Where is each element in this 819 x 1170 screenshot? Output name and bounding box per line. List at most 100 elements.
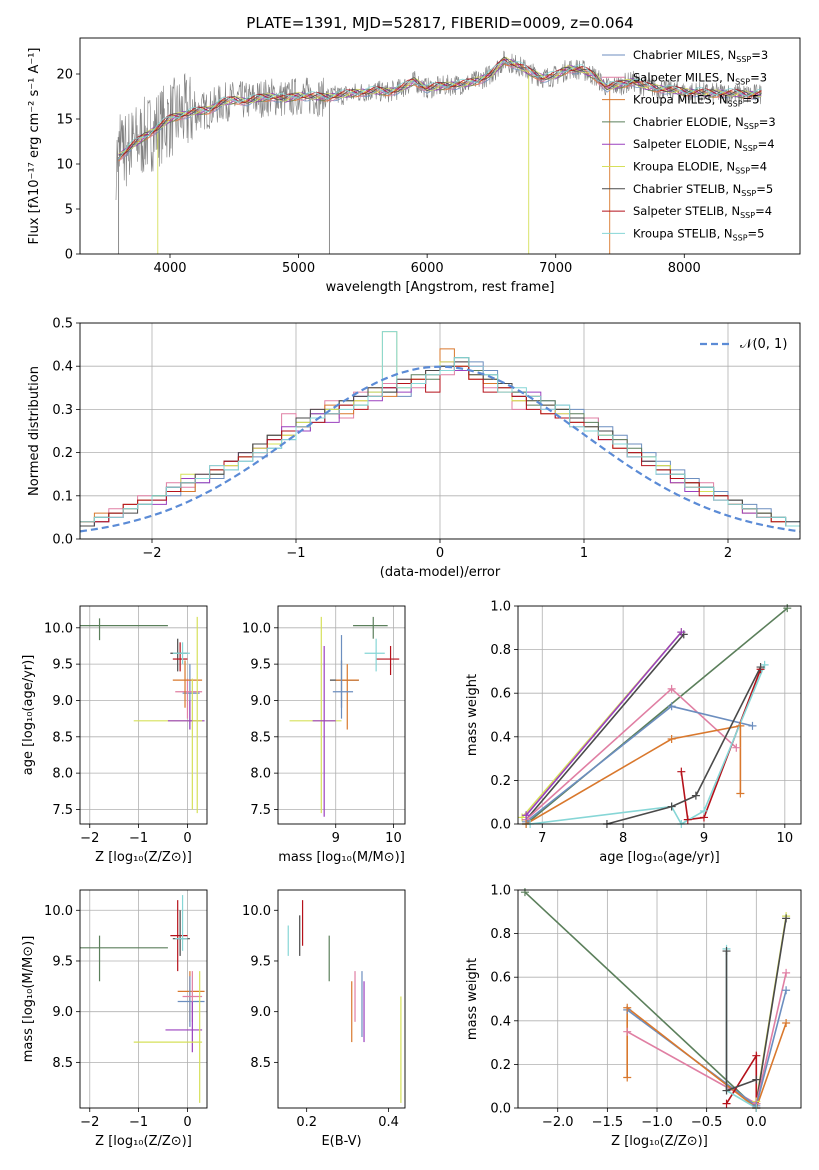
weight-point-marker bbox=[520, 888, 529, 897]
x-tick-label: 0.4 bbox=[378, 1115, 399, 1130]
y-tick-label: 8.0 bbox=[52, 767, 73, 782]
x-tick-label: −1 bbox=[286, 546, 305, 561]
weight-point-marker bbox=[722, 947, 731, 956]
legend-label: 𝒩(0, 1) bbox=[740, 337, 787, 352]
axes-frame bbox=[79, 322, 801, 540]
y-tick-label: 8.5 bbox=[250, 730, 271, 745]
plot-area-weight-vs-age bbox=[518, 606, 801, 824]
y-axis-label: Flux [fλ10⁻¹⁷ erg cm⁻² s⁻¹ A⁻¹] bbox=[27, 48, 42, 245]
weight-point-marker bbox=[756, 663, 765, 672]
x-tick-label: −1 bbox=[129, 1115, 148, 1130]
y-axis-label: mass weight bbox=[465, 958, 480, 1040]
x-tick-label: 7000 bbox=[539, 261, 572, 276]
panel-age-vs-z: −2 −1 0 7.5 8.0 8.5 9.0 9.5 10.0 Z [log₁₀(Z/Z⊙)] a… bbox=[21, 605, 208, 865]
x-tick-label: 0.0 bbox=[746, 1115, 767, 1130]
y-tick-label: 0.6 bbox=[490, 687, 511, 702]
weight-point-marker bbox=[736, 789, 745, 798]
legend-label: Kroupa ELODIE, NSSP=4 bbox=[633, 160, 767, 176]
weight-series-line bbox=[525, 724, 742, 824]
model-fit-line bbox=[118, 60, 762, 159]
weight-point-marker bbox=[722, 1086, 731, 1095]
plot-area-mass-vs-ebv bbox=[287, 900, 402, 1103]
y-tick-label: 9.0 bbox=[52, 1005, 73, 1020]
x-tick-label: 2 bbox=[724, 546, 732, 561]
weight-point-marker bbox=[699, 806, 708, 815]
legend-label: Chabrier ELODIE, NSSP=3 bbox=[633, 115, 776, 131]
legend-label: Chabrier MILES, NSSP=3 bbox=[633, 48, 768, 64]
axes-frame bbox=[79, 37, 801, 255]
panel-residuals: −2 −1 0 1 2 0.0 0.1 0.2 0.3 0.4 0.5 (data-model)/er… bbox=[27, 317, 801, 580]
x-tick-label: −0.5 bbox=[691, 1115, 723, 1130]
x-axis-label: age [log₁₀(age/yr)] bbox=[599, 850, 720, 865]
x-tick-label: 0 bbox=[183, 831, 191, 846]
y-tick-label: 0 bbox=[65, 248, 73, 263]
y-tick-label: 10.0 bbox=[44, 904, 73, 919]
weight-point-marker bbox=[522, 811, 531, 820]
legend-label: Kroupa STELIB, NSSP=5 bbox=[633, 226, 764, 242]
plot-area-age-vs-z bbox=[80, 606, 207, 824]
axes-frame bbox=[277, 889, 406, 1109]
x-tick-label: 7 bbox=[538, 831, 546, 846]
weight-series-line bbox=[755, 918, 787, 1104]
weight-point-marker bbox=[623, 1073, 632, 1082]
axes-frame bbox=[79, 889, 208, 1109]
normal-curve-line bbox=[80, 365, 800, 533]
x-tick-label: 4000 bbox=[153, 261, 186, 276]
x-axis-label: E(B-V) bbox=[321, 1134, 361, 1149]
y-axis-label: Normed distribution bbox=[27, 366, 42, 496]
y-tick-label: 10.0 bbox=[44, 621, 73, 636]
x-axis-label: Z [log₁₀(Z/Z⊙)] bbox=[611, 1134, 708, 1149]
legend-label: Chabrier STELIB, NSSP=5 bbox=[633, 182, 773, 198]
panel-spectrum: 4000 5000 6000 7000 8000 0 5 10 15 20 wavelength [… bbox=[27, 37, 801, 295]
weight-point-marker bbox=[683, 815, 692, 824]
y-tick-label: 7.5 bbox=[52, 803, 73, 818]
weight-series-line bbox=[525, 687, 737, 821]
x-axis-label: mass [log₁₀(M/M⊙)] bbox=[278, 850, 405, 865]
weight-point-marker bbox=[677, 628, 686, 637]
y-tick-label: 8.0 bbox=[250, 767, 271, 782]
weight-point-marker bbox=[752, 1075, 761, 1084]
y-tick-label: 7.5 bbox=[250, 803, 271, 818]
weight-point-marker bbox=[691, 791, 700, 800]
y-tick-label: 8.5 bbox=[250, 1056, 271, 1071]
x-tick-label: −2 bbox=[142, 546, 161, 561]
plot-area-mass-vs-z bbox=[80, 890, 207, 1108]
y-tick-label: 20 bbox=[56, 68, 73, 83]
weight-point-marker bbox=[782, 1018, 791, 1027]
weight-point-marker bbox=[623, 1027, 632, 1036]
y-tick-label: 9.0 bbox=[52, 694, 73, 709]
weight-point-marker bbox=[667, 702, 676, 711]
x-tick-label: −1.5 bbox=[592, 1115, 624, 1130]
weight-series-line bbox=[626, 1006, 787, 1108]
weight-series-line bbox=[525, 631, 682, 816]
y-tick-label: 0.4 bbox=[490, 1014, 511, 1029]
y-tick-label: 1.0 bbox=[490, 884, 511, 899]
legend-label: Salpeter STELIB, NSSP=4 bbox=[633, 204, 772, 220]
weight-series-line bbox=[525, 633, 685, 821]
y-axis-label: mass weight bbox=[465, 674, 480, 756]
weight-point-marker bbox=[667, 734, 676, 743]
x-tick-label: 9 bbox=[700, 831, 708, 846]
figure-title: PLATE=1391, MJD=52817, FIBERID=0009, z=0… bbox=[246, 14, 633, 32]
panel-mass-vs-z: −2 −1 0 8.5 9.0 9.5 10.0 Z [log₁₀(Z/Z⊙)] mass [l… bbox=[21, 889, 208, 1149]
y-tick-label: 10.0 bbox=[242, 621, 271, 636]
weight-point-marker bbox=[732, 743, 741, 752]
x-tick-label: −1.0 bbox=[641, 1115, 673, 1130]
x-tick-label: −2 bbox=[80, 1115, 99, 1130]
x-tick-label: 8000 bbox=[668, 261, 701, 276]
weight-point-marker bbox=[667, 684, 676, 693]
weight-point-marker bbox=[623, 1003, 632, 1012]
x-tick-label: −1 bbox=[129, 831, 148, 846]
plot-area-age-vs-mass bbox=[278, 606, 405, 824]
weight-point-marker bbox=[782, 914, 791, 923]
weight-point-marker bbox=[722, 1099, 731, 1108]
weight-series-line bbox=[606, 666, 762, 824]
x-tick-label: 0.2 bbox=[296, 1115, 317, 1130]
weight-point-marker bbox=[752, 1051, 761, 1060]
axes-frame bbox=[79, 605, 208, 825]
x-axis-label: Z [log₁₀(Z/Z⊙)] bbox=[95, 850, 192, 865]
weight-series-line bbox=[524, 891, 757, 1108]
x-tick-label: 0 bbox=[436, 546, 444, 561]
weight-point-marker bbox=[677, 767, 686, 776]
